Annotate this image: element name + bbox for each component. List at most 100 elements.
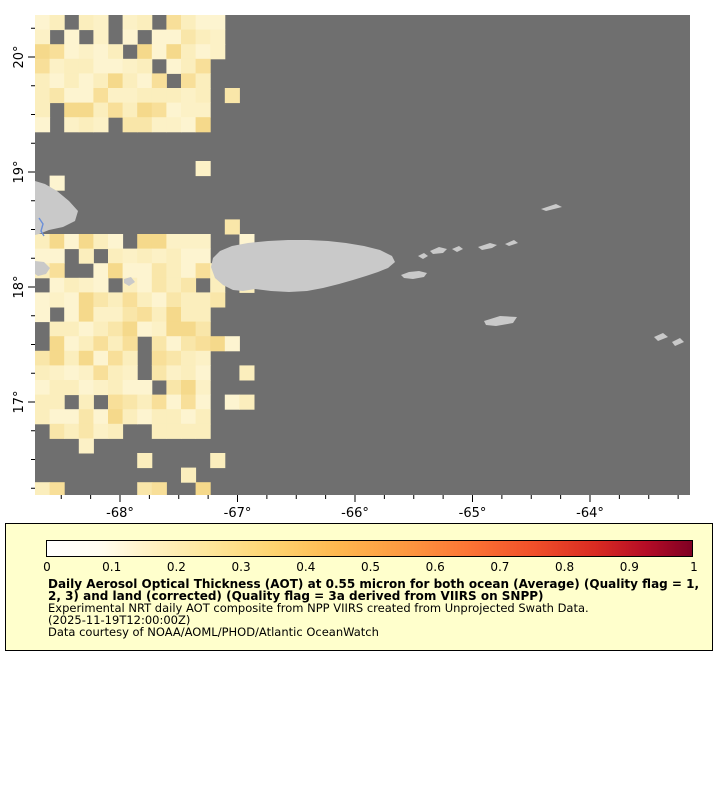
aot-data-cell [64, 73, 80, 89]
aot-data-cell [137, 58, 153, 74]
aot-data-cell [166, 307, 182, 323]
colorbar-tick-labels: 0 0.1 0.2 0.3 0.4 0.5 0.6 0.7 0.8 0.9 1 [6, 560, 712, 575]
aot-data-cell [137, 409, 153, 425]
aot-data-cell [64, 409, 80, 425]
aot-data-cell [181, 234, 197, 250]
aot-data-cell [35, 44, 51, 60]
aot-data-cell [181, 73, 197, 89]
aot-data-cell [93, 350, 109, 366]
aot-data-cell [166, 394, 182, 410]
aot-data-cell [49, 423, 65, 439]
aot-data-cell [93, 88, 109, 104]
land-hispaniola-southeast-islet [35, 261, 50, 276]
land-culebra [418, 253, 428, 259]
aot-data-cell [49, 88, 65, 104]
aot-data-cell [122, 248, 138, 264]
aot-data-cell [35, 234, 51, 250]
aot-data-cell [181, 277, 197, 293]
aot-data-cell [35, 73, 51, 89]
aot-data-cell [78, 277, 94, 293]
aot-data-cell [35, 117, 51, 133]
aot-data-cell [78, 234, 94, 250]
aot-data-cell [35, 58, 51, 74]
aot-data-cell [64, 292, 80, 308]
aot-data-cell [93, 15, 109, 31]
land-st-croix [484, 316, 517, 326]
land-st-john [452, 246, 463, 252]
aot-data-cell [35, 482, 51, 495]
land-east-islet-a [654, 333, 668, 341]
aot-data-cell [195, 58, 211, 74]
aot-data-cell [181, 467, 197, 483]
aot-data-cell [122, 394, 138, 410]
colorbar-tick-label: 0.2 [166, 560, 186, 574]
aot-data-cell [122, 88, 138, 104]
aot-data-cell [195, 88, 211, 104]
aot-data-cell [93, 321, 109, 337]
aot-data-cell [239, 365, 255, 381]
aot-data-cell [35, 350, 51, 366]
aot-data-cell [122, 263, 138, 279]
aot-data-cell [49, 175, 65, 191]
aot-data-cell [195, 248, 211, 264]
aot-data-cell [108, 102, 124, 118]
land-puerto-rico [211, 240, 395, 292]
aot-data-cell [181, 263, 197, 279]
aot-data-cell [108, 234, 124, 250]
aot-data-cell [137, 117, 153, 133]
aot-data-cell [151, 117, 167, 133]
aot-data-cell [49, 58, 65, 74]
aot-data-cell [78, 102, 94, 118]
aot-data-cell [137, 277, 153, 293]
aot-data-cell [108, 44, 124, 60]
aot-data-cell [181, 336, 197, 352]
aot-data-cell [93, 117, 109, 133]
aot-data-cell [122, 58, 138, 74]
land-tortola [478, 243, 497, 250]
aot-data-cell [108, 321, 124, 337]
aot-data-cell [151, 336, 167, 352]
aot-data-cell [195, 380, 211, 396]
aot-data-cell [137, 102, 153, 118]
aot-data-cell [151, 234, 167, 250]
aot-data-cell [195, 292, 211, 308]
aot-data-cell [49, 292, 65, 308]
aot-data-cell [93, 263, 109, 279]
aot-data-cell [151, 263, 167, 279]
aot-data-cell [35, 88, 51, 104]
aot-data-cell [181, 409, 197, 425]
aot-data-cell [195, 321, 211, 337]
aot-data-cell [49, 73, 65, 89]
aot-data-cell [181, 365, 197, 381]
legend-box: 0 0.1 0.2 0.3 0.4 0.5 0.6 0.7 0.8 0.9 1 Daily Aero… [5, 523, 713, 651]
aot-data-cell [35, 248, 51, 264]
colorbar-tick-label: 0.1 [102, 560, 122, 574]
aot-data-cell [108, 394, 124, 410]
aot-data-cell [151, 307, 167, 323]
aot-data-cell [93, 423, 109, 439]
aot-data-cell [195, 394, 211, 410]
aot-data-cell [108, 263, 124, 279]
aot-data-cell [108, 248, 124, 264]
aot-data-cell [93, 44, 109, 60]
lat-axis-label: 17° [12, 390, 27, 413]
land-vieques [401, 271, 427, 279]
aot-data-cell [239, 394, 255, 410]
lon-axis-label: -67° [224, 506, 252, 521]
legend-description: Experimental NRT daily AOT composite fro… [48, 601, 589, 615]
aot-data-cell [78, 409, 94, 425]
aot-data-cell [181, 380, 197, 396]
aot-data-cell [181, 88, 197, 104]
aot-data-cell [224, 219, 240, 235]
aot-data-cell [195, 423, 211, 439]
aot-data-cell [108, 307, 124, 323]
aot-data-cell [166, 88, 182, 104]
aot-data-cell [64, 88, 80, 104]
aot-data-cell [122, 15, 138, 31]
aot-data-cell [78, 292, 94, 308]
aot-data-cell [49, 380, 65, 396]
aot-data-cell [195, 336, 211, 352]
aot-data-cell [137, 394, 153, 410]
aot-data-cell [195, 29, 211, 45]
